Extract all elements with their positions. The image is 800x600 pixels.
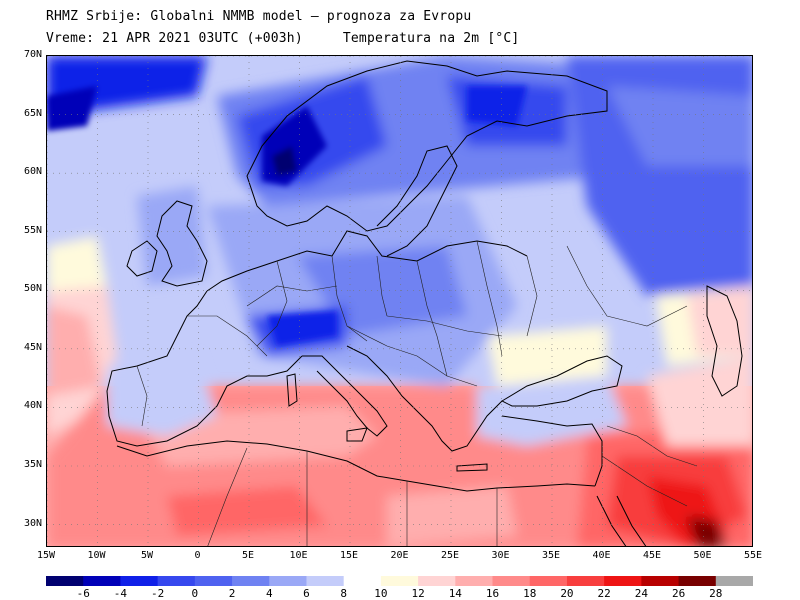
colorbar-swatch [157, 576, 196, 586]
colorbar-label: 24 [634, 587, 648, 600]
colorbar-label: 0 [191, 587, 199, 600]
country-borders [136, 240, 698, 546]
lon-tick-label: 40E [592, 550, 611, 561]
colorbar-swatch [492, 576, 531, 586]
colorbar-swatch [566, 576, 605, 586]
colorbar-swatch [120, 576, 159, 586]
lon-tick-label: 25E [440, 550, 460, 561]
colorbar-swatch [455, 576, 494, 586]
lon-tick-label: 0 [194, 550, 201, 561]
colorbar-label: 2 [228, 587, 236, 600]
colorbar-label: 4 [265, 587, 273, 600]
lon-tick-label: 30E [491, 550, 510, 561]
colorbar-swatch [715, 576, 753, 586]
colorbar-label: -2 [151, 587, 165, 600]
lat-tick-label: 65N [23, 107, 42, 119]
colorbar-swatch [46, 576, 84, 586]
lon-tick-label: 5E [241, 550, 255, 561]
lon-tick-label: 55E [743, 550, 763, 561]
colorbar-swatch [306, 576, 345, 586]
lon-tick-label: 50E [693, 550, 712, 561]
forecast-time: Vreme: 21 APR 2021 03UTC (+003h) [46, 31, 303, 46]
coastlines [106, 60, 743, 546]
colorbar-swatch [83, 576, 121, 586]
colorbar-label: 28 [709, 587, 723, 600]
lon-tick-label: 35E [541, 550, 561, 561]
colorbar-label: 10 [374, 587, 388, 600]
lon-tick-label: 10W [87, 550, 106, 561]
colorbar-swatch [380, 576, 419, 586]
map-subtitle: Vreme: 21 APR 2021 03UTC (+003h) Temperat… [46, 31, 519, 46]
lon-tick-label: 10E [289, 550, 308, 561]
colorbar-label: -4 [113, 587, 128, 600]
lon-tick-label: 15W [36, 550, 56, 561]
colorbar-label: 12 [411, 587, 425, 600]
lat-tick-label: 60N [23, 166, 42, 178]
colorbar-label: 18 [523, 587, 537, 600]
lon-tick-label: 15E [339, 550, 359, 561]
temperature-map [46, 55, 753, 547]
colorbar-swatch [194, 576, 233, 586]
variable-name: Temperatura na 2m [°C] [342, 31, 520, 46]
lon-tick-label: 20E [390, 550, 409, 561]
colorbar-swatch [604, 576, 642, 586]
lat-tick-label: 35N [23, 459, 42, 470]
colorbar-swatch [678, 576, 717, 586]
temperature-field [47, 56, 752, 546]
colorbar-label: 20 [560, 587, 574, 600]
colorbar-label: 22 [597, 587, 611, 600]
colorbar-label: 8 [340, 587, 347, 600]
colorbar-label: 6 [303, 587, 310, 600]
colorbar-swatch [641, 576, 680, 586]
colorbar-label: 16 [485, 587, 500, 600]
lat-tick-label: 55N [23, 224, 42, 236]
temperature-colorbar [46, 576, 753, 586]
colorbar-swatch [529, 576, 568, 586]
colorbar-swatch [269, 576, 307, 586]
map-title: RHMZ Srbije: Globalni NMMB model — progn… [46, 9, 472, 24]
colorbar-label: -6 [76, 587, 90, 600]
graticule [47, 56, 752, 546]
lat-tick-label: 45N [23, 341, 42, 353]
lat-tick-label: 70N [23, 49, 42, 60]
colorbar-label: 26 [671, 587, 686, 600]
lat-tick-label: 30N [23, 517, 42, 529]
colorbar-swatch [232, 576, 270, 586]
lat-tick-label: 50N [23, 283, 42, 295]
colorbar-swatch [343, 576, 382, 586]
lon-tick-label: 45E [642, 550, 662, 561]
lon-tick-label: 5W [140, 550, 154, 561]
lat-tick-label: 40N [23, 400, 42, 412]
colorbar-label: 14 [448, 587, 462, 600]
colorbar-swatch [418, 576, 456, 586]
